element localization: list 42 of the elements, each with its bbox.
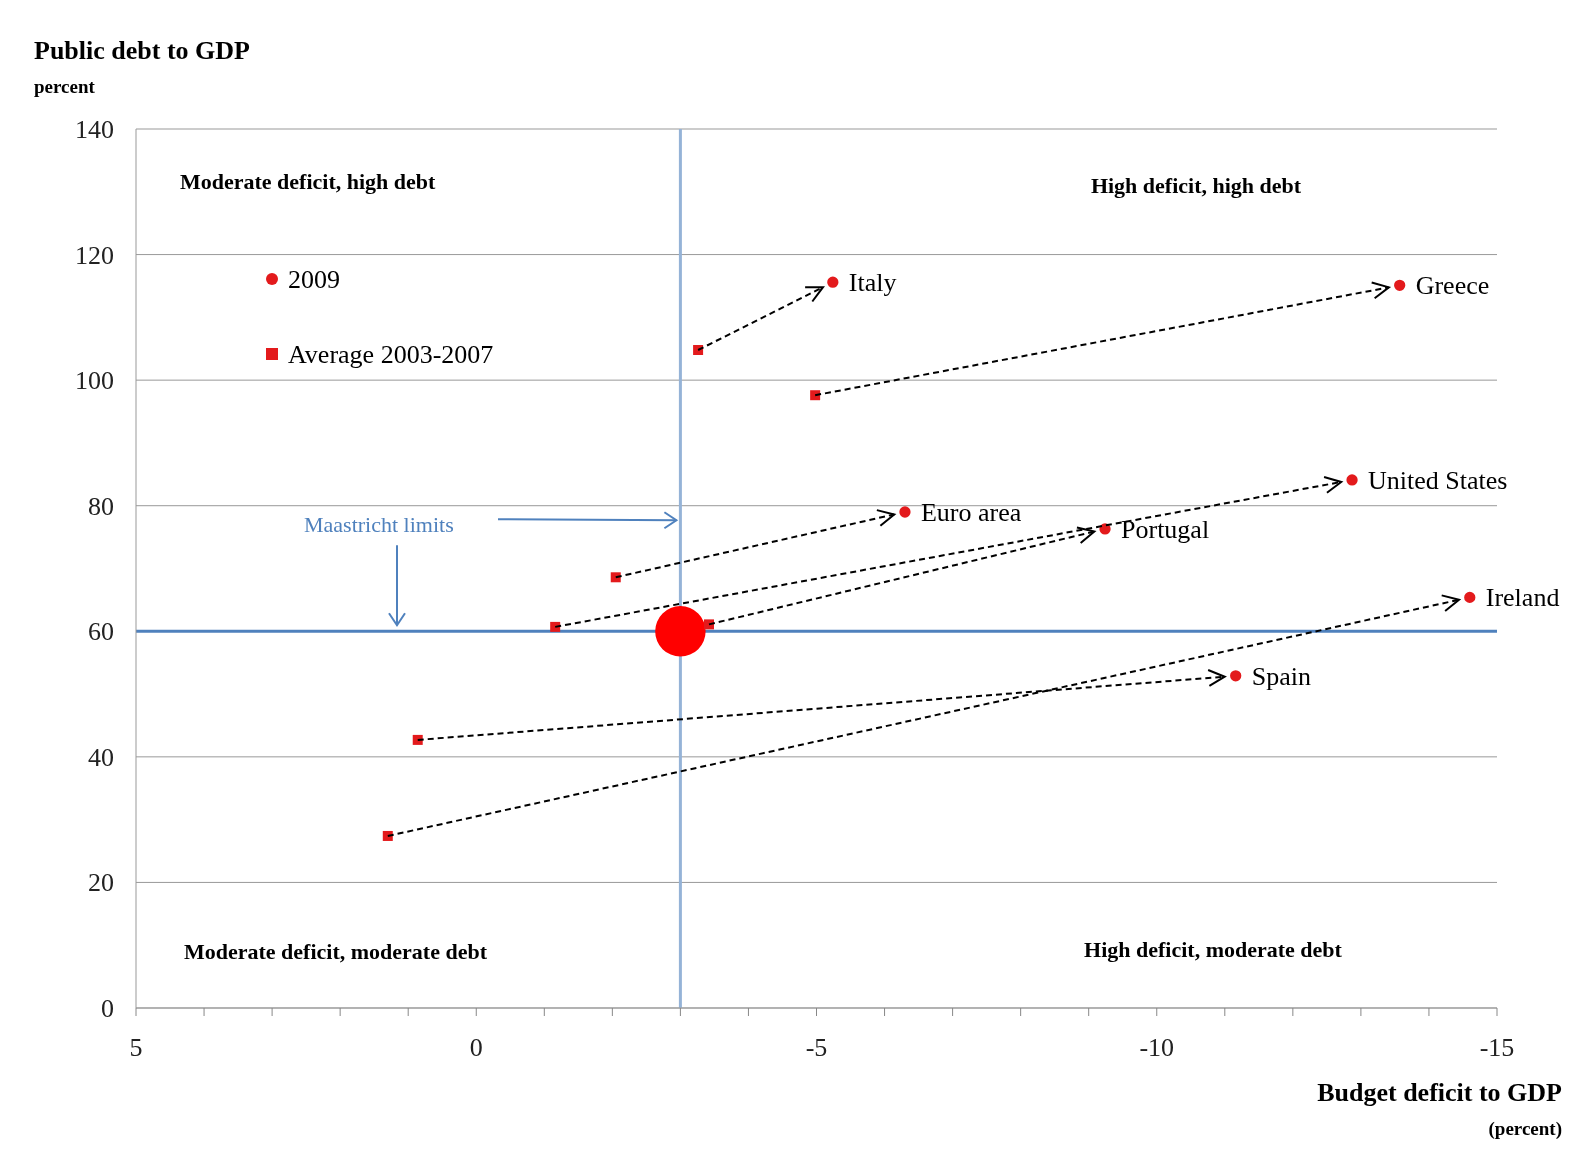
annotation: Moderate deficit, high debt bbox=[180, 169, 437, 194]
point bbox=[412, 734, 423, 745]
point bbox=[610, 572, 621, 583]
point bbox=[899, 506, 911, 518]
point bbox=[382, 830, 393, 841]
point bbox=[1230, 670, 1242, 682]
x-tick-label: -10 bbox=[1139, 1033, 1175, 1062]
annotation: Moderate deficit, moderate debt bbox=[184, 939, 488, 964]
x-axis-title: Budget deficit to GDP (percent) bbox=[1317, 1078, 1563, 1140]
point bbox=[703, 619, 714, 630]
y-axis-title: Public debt to GDP percent bbox=[34, 36, 251, 97]
annotation: United States bbox=[1368, 465, 1508, 495]
y-tick-label: 100 bbox=[75, 366, 114, 396]
point bbox=[693, 345, 704, 356]
y-tick-label: 120 bbox=[75, 240, 114, 270]
y-tick-label: 80 bbox=[88, 491, 114, 521]
y-tick-label: 60 bbox=[88, 617, 114, 647]
x-tick-label: 5 bbox=[129, 1033, 143, 1062]
point bbox=[1394, 279, 1406, 291]
y-tick-label: 40 bbox=[88, 742, 114, 772]
annotation: Ireland bbox=[1485, 583, 1560, 613]
y-tick-label: 20 bbox=[88, 868, 114, 898]
annotation: Greece bbox=[1415, 271, 1490, 301]
annotation: Portugal bbox=[1121, 514, 1210, 544]
ref-line-label: Maastricht limits bbox=[304, 512, 454, 538]
y-tick-label: 140 bbox=[75, 115, 114, 144]
y-tick-label: 0 bbox=[101, 994, 114, 1023]
annotation: High deficit, moderate debt bbox=[1084, 937, 1343, 962]
annotation: Euro area bbox=[920, 497, 1022, 527]
point bbox=[1346, 474, 1358, 486]
legend-label: Average 2003-2007 bbox=[288, 340, 494, 369]
legend-label: 2009 bbox=[288, 265, 340, 294]
annotation: Italy bbox=[848, 268, 897, 298]
point bbox=[827, 276, 839, 288]
point bbox=[1464, 591, 1476, 604]
x-tick-label: 0 bbox=[469, 1033, 483, 1062]
annotation: Spain bbox=[1251, 661, 1311, 691]
annotation: High deficit, high debt bbox=[1090, 173, 1302, 198]
point bbox=[550, 621, 561, 632]
x-tick-label: -15 bbox=[1479, 1033, 1515, 1062]
x-tick-label: -5 bbox=[805, 1033, 828, 1062]
point bbox=[810, 390, 821, 401]
